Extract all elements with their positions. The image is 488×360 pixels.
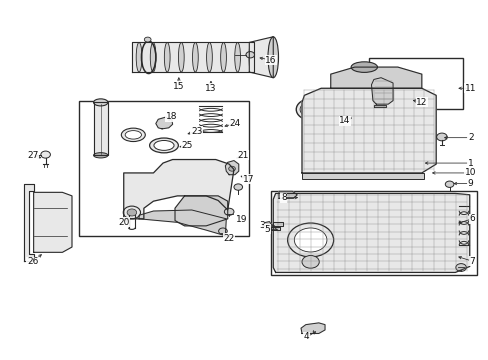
Text: 7: 7: [468, 257, 474, 266]
Polygon shape: [373, 104, 386, 107]
Polygon shape: [279, 191, 297, 198]
Text: 16: 16: [264, 55, 276, 64]
Polygon shape: [270, 226, 280, 230]
Circle shape: [245, 51, 254, 58]
Polygon shape: [93, 102, 108, 155]
Text: 18: 18: [165, 112, 177, 121]
Text: 23: 23: [190, 127, 202, 136]
Polygon shape: [249, 37, 273, 78]
Polygon shape: [330, 67, 421, 88]
Ellipse shape: [136, 42, 142, 72]
Circle shape: [224, 208, 233, 215]
Text: 25: 25: [181, 141, 192, 150]
Polygon shape: [132, 42, 254, 72]
Text: 26: 26: [27, 257, 38, 266]
Bar: [302, 172, 424, 179]
Bar: [368, 58, 462, 109]
Ellipse shape: [150, 42, 156, 72]
Polygon shape: [262, 222, 272, 230]
Ellipse shape: [296, 99, 325, 120]
Ellipse shape: [267, 37, 278, 78]
Ellipse shape: [93, 153, 108, 158]
Circle shape: [41, 151, 50, 158]
Polygon shape: [273, 222, 282, 226]
Circle shape: [233, 184, 242, 190]
Ellipse shape: [206, 42, 212, 72]
Text: 15: 15: [173, 82, 184, 91]
Polygon shape: [371, 78, 392, 104]
Ellipse shape: [125, 131, 141, 139]
Text: 17: 17: [242, 175, 254, 184]
Polygon shape: [123, 159, 233, 219]
Polygon shape: [302, 88, 435, 173]
Text: 6: 6: [468, 214, 474, 223]
Text: 8: 8: [280, 193, 286, 202]
Circle shape: [302, 256, 319, 268]
Ellipse shape: [93, 99, 108, 106]
Ellipse shape: [350, 62, 377, 72]
Text: 19: 19: [236, 215, 247, 224]
Text: 11: 11: [464, 84, 475, 93]
Circle shape: [123, 206, 140, 219]
Circle shape: [218, 228, 227, 234]
Circle shape: [455, 264, 466, 271]
Polygon shape: [273, 193, 469, 273]
Ellipse shape: [164, 42, 170, 72]
Text: 14: 14: [339, 116, 350, 125]
Text: 10: 10: [464, 168, 475, 177]
Bar: [270, 190, 476, 275]
Ellipse shape: [121, 128, 145, 141]
Ellipse shape: [154, 140, 174, 150]
Polygon shape: [139, 210, 226, 236]
Circle shape: [228, 166, 235, 171]
Text: 4: 4: [304, 333, 309, 342]
Circle shape: [144, 37, 151, 42]
Ellipse shape: [248, 42, 254, 72]
Polygon shape: [175, 196, 227, 226]
Circle shape: [436, 133, 447, 141]
Text: 27: 27: [27, 151, 38, 160]
Ellipse shape: [192, 42, 198, 72]
Polygon shape: [34, 192, 72, 252]
Text: 24: 24: [229, 119, 240, 128]
Polygon shape: [301, 323, 325, 333]
Text: 5: 5: [264, 225, 270, 234]
Ellipse shape: [300, 102, 321, 117]
Text: 13: 13: [205, 84, 216, 93]
Ellipse shape: [149, 138, 178, 153]
Text: 21: 21: [237, 151, 248, 160]
Polygon shape: [156, 117, 172, 129]
Polygon shape: [24, 184, 34, 261]
Text: 3: 3: [258, 221, 264, 230]
Text: 20: 20: [118, 218, 129, 227]
Circle shape: [287, 223, 333, 257]
Ellipse shape: [234, 42, 240, 72]
Text: 2: 2: [467, 133, 472, 142]
Text: 9: 9: [467, 179, 472, 188]
Bar: [79, 100, 249, 237]
Circle shape: [127, 209, 137, 216]
Text: 1: 1: [467, 158, 472, 167]
Polygon shape: [225, 161, 238, 175]
Ellipse shape: [178, 42, 184, 72]
Text: 22: 22: [223, 234, 234, 243]
Text: 12: 12: [415, 98, 427, 107]
Circle shape: [445, 181, 453, 188]
Circle shape: [294, 228, 326, 252]
Ellipse shape: [220, 42, 226, 72]
